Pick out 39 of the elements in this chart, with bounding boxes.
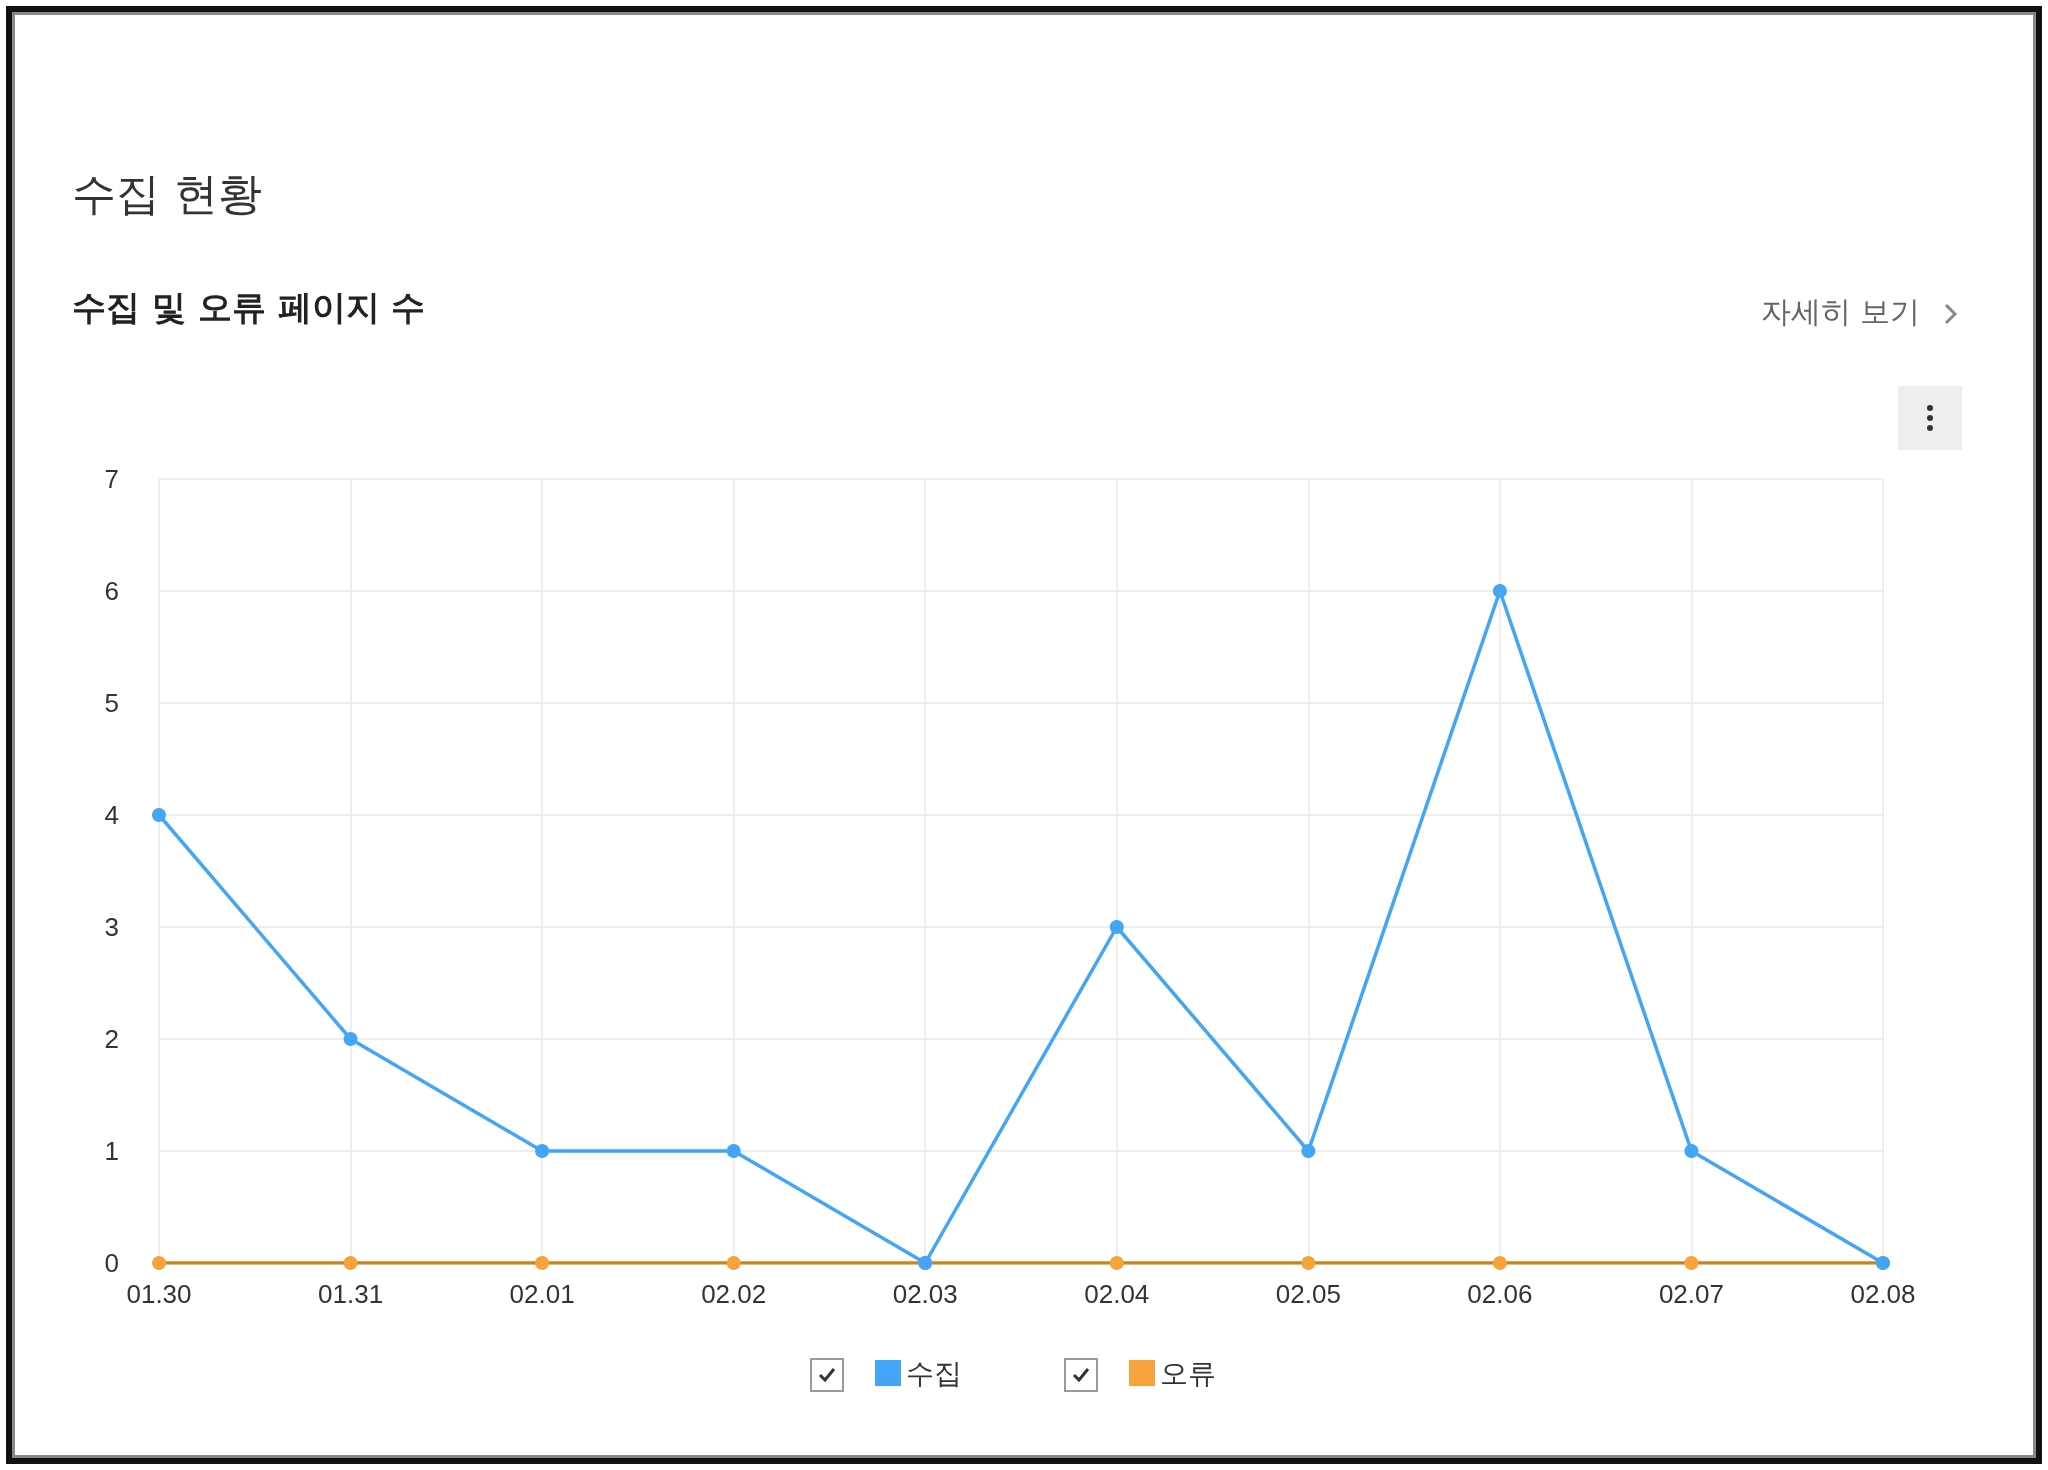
- x-tick-label: 01.31: [318, 1279, 384, 1309]
- point: [1684, 1144, 1699, 1158]
- x-tick-label: 02.05: [1275, 1279, 1341, 1309]
- point: [1301, 1144, 1316, 1158]
- chart-subtitle: 수집 및 오류 페이지 수: [72, 286, 426, 329]
- point: [726, 1256, 741, 1270]
- point: [535, 1256, 550, 1270]
- x-tick-label: 02.03: [892, 1279, 958, 1309]
- x-tick-label: 02.08: [1850, 1279, 1916, 1309]
- y-tick-label: 4: [104, 800, 119, 830]
- point: [1109, 920, 1124, 934]
- y-tick-label: 3: [104, 912, 119, 942]
- x-tick-label: 02.06: [1467, 1279, 1533, 1309]
- x-tick-label: 02.04: [1084, 1279, 1150, 1309]
- point: [343, 1032, 358, 1046]
- legend-label: 수집: [906, 1356, 962, 1390]
- point: [152, 808, 166, 822]
- x-tick-label: 02.02: [701, 1279, 767, 1309]
- point: [1492, 584, 1507, 598]
- x-tick-label: 02.07: [1658, 1279, 1724, 1309]
- point: [535, 1144, 550, 1158]
- text: 자세히 보기: [1760, 294, 1921, 329]
- point: [1109, 1256, 1124, 1270]
- y-tick-label: 2: [104, 1024, 119, 1054]
- x-tick-label: 02.01: [509, 1279, 575, 1309]
- x-tick-label: 01.30: [126, 1279, 192, 1309]
- chart-title: 수집 현황: [72, 167, 262, 221]
- y-tick-label: 7: [104, 464, 119, 494]
- y-tick-label: 0: [104, 1248, 119, 1278]
- point: [1684, 1256, 1699, 1270]
- point: [1301, 1256, 1316, 1270]
- point: [343, 1256, 358, 1270]
- legend-label: 오류: [1160, 1356, 1216, 1390]
- y-tick-label: 5: [104, 688, 119, 718]
- y-tick-label: 1: [104, 1136, 119, 1166]
- point: [152, 1256, 166, 1270]
- point: [726, 1144, 741, 1158]
- y-tick-label: 6: [104, 576, 119, 606]
- point: [1492, 1256, 1507, 1270]
